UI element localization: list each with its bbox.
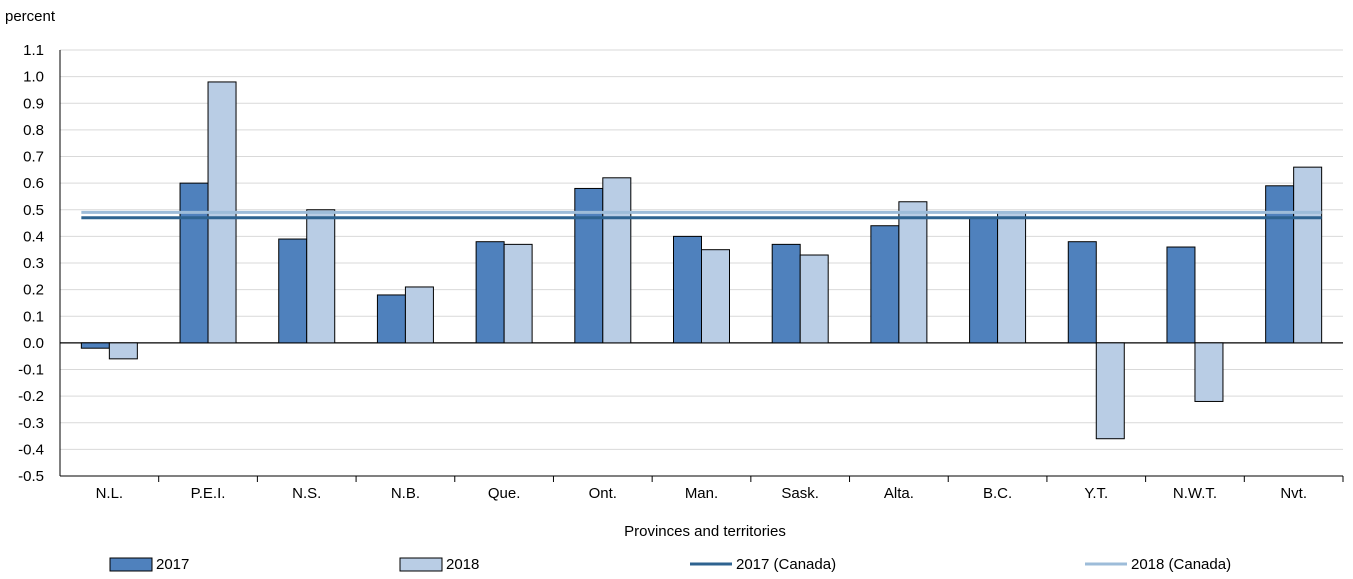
axes: -0.5 -0.4 -0.3 -0.2 -0.1 0.0 0.1 0.2 0.3 0.4 0.5 0.… bbox=[18, 42, 1344, 502]
bar-2017-Nvt. bbox=[1265, 185, 1295, 344]
x-tick-label: N.W.T. bbox=[1173, 485, 1217, 502]
y-tick-label: 0.3 bbox=[23, 255, 44, 272]
bar-2017-B.C. bbox=[969, 217, 999, 344]
bar-2017-P.E.I. bbox=[179, 182, 209, 344]
y-tick-label: 0.9 bbox=[23, 95, 44, 112]
bar-2018-Que. bbox=[503, 243, 533, 344]
x-tick-label: Alta. bbox=[884, 485, 914, 502]
bar-2018-Ont. bbox=[602, 177, 632, 344]
x-tick-label: N.B. bbox=[391, 485, 420, 502]
x-tick-label: Man. bbox=[685, 485, 718, 502]
x-tick-label: Nvt. bbox=[1280, 485, 1307, 502]
y-tick-label: -0.4 bbox=[18, 441, 44, 458]
bar-2017-N.B. bbox=[376, 294, 406, 344]
y-tick-label: -0.5 bbox=[18, 468, 44, 485]
bar-2018-N.B. bbox=[404, 286, 434, 344]
y-tick-label: 1.0 bbox=[23, 69, 44, 86]
bar-2017-Y.T. bbox=[1067, 241, 1097, 344]
y-tick-label: 0.6 bbox=[23, 175, 44, 192]
x-tick-label: Sask. bbox=[781, 485, 819, 502]
legend-label: 2018 bbox=[446, 556, 479, 573]
bar-2017-N.S. bbox=[278, 238, 308, 344]
bar-2017-N.L. bbox=[80, 342, 110, 349]
legend-label: 2017 (Canada) bbox=[736, 556, 836, 573]
bar-2018-Sask. bbox=[799, 254, 829, 344]
bar-2018-Alta. bbox=[898, 201, 928, 344]
x-axis-title: Provinces and territories bbox=[624, 523, 786, 540]
x-tick-label: B.C. bbox=[983, 485, 1012, 502]
x-tick-label: Ont. bbox=[589, 485, 617, 502]
bar-2018-N.W.T. bbox=[1194, 342, 1224, 402]
legend: 2017 2018 2017 (Canada) 2018 (Canada) bbox=[109, 556, 1231, 573]
legend-swatch bbox=[399, 557, 443, 572]
y-tick-label: 0.5 bbox=[23, 202, 44, 219]
bar-2017-Sask. bbox=[771, 243, 801, 344]
y-tick-label: 0.4 bbox=[23, 228, 44, 245]
bar-2018-B.C. bbox=[997, 211, 1027, 344]
bar-2017-Que. bbox=[475, 241, 505, 344]
legend-label: 2017 bbox=[156, 556, 189, 573]
x-tick-label: N.L. bbox=[96, 485, 124, 502]
bar-2017-Man. bbox=[673, 235, 702, 344]
bar-2017-N.W.T. bbox=[1166, 246, 1196, 344]
y-tick-label: -0.3 bbox=[18, 415, 44, 432]
bar-2018-Man. bbox=[701, 249, 730, 344]
x-tick-label: N.S. bbox=[292, 485, 321, 502]
bar-2018-Nvt. bbox=[1293, 166, 1323, 344]
y-tick-label: 1.1 bbox=[23, 42, 44, 59]
reference-lines bbox=[81, 210, 1322, 220]
y-tick-label: 0.1 bbox=[23, 308, 44, 325]
bar-2018-N.L. bbox=[108, 342, 138, 360]
bars bbox=[80, 81, 1323, 440]
bar-2017-Alta. bbox=[870, 225, 900, 344]
bar-2018-N.S. bbox=[306, 209, 336, 344]
x-tick-label: Que. bbox=[488, 485, 521, 502]
bar-2018-Y.T. bbox=[1095, 342, 1125, 440]
y-axis-title: percent bbox=[5, 8, 56, 25]
legend-swatch bbox=[109, 557, 153, 572]
y-tick-label: 0.0 bbox=[23, 335, 44, 352]
x-tick-label: P.E.I. bbox=[191, 485, 226, 502]
y-tick-label: -0.1 bbox=[18, 362, 44, 379]
legend-label: 2018 (Canada) bbox=[1131, 556, 1231, 573]
y-tick-label: 0.7 bbox=[23, 149, 44, 166]
x-tick-label: Y.T. bbox=[1084, 485, 1108, 502]
y-tick-label: -0.2 bbox=[18, 388, 44, 405]
y-tick-label: 0.2 bbox=[23, 282, 44, 299]
y-tick-label: 0.8 bbox=[23, 122, 44, 139]
